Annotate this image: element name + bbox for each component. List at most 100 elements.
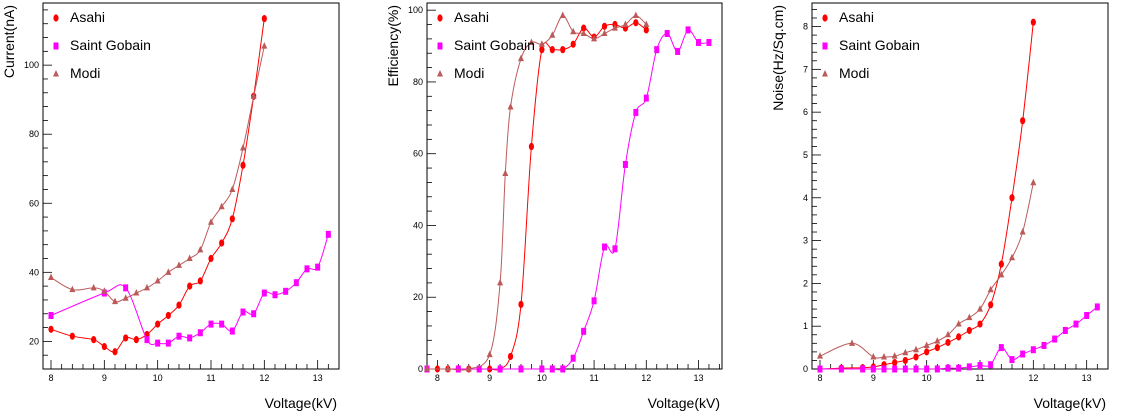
data-point-modi (122, 294, 129, 301)
data-point-modi (881, 353, 887, 360)
y-axis-label: Current(nA) (1, 5, 17, 78)
y-axis-label: Efficiency(%) (385, 5, 401, 86)
data-point-saint-gobain (643, 94, 649, 102)
legend-marker-modi (437, 70, 443, 77)
data-point-modi (229, 185, 236, 192)
data-point-saint-gobain (706, 38, 712, 46)
y-tick-label: 6 (803, 107, 808, 117)
data-point-saint-gobain (1030, 346, 1036, 354)
data-point-saint-gobain (581, 327, 587, 335)
y-tick-label: 60 (29, 198, 39, 208)
legend: Asahi Saint Gobain Modi (822, 9, 920, 81)
legend: Asahi Saint Gobain Modi (437, 9, 535, 81)
data-point-modi (502, 169, 509, 176)
data-point-modi (913, 345, 919, 353)
legend-label-modi: Modi (454, 65, 484, 81)
data-point-saint-gobain (1062, 326, 1068, 334)
data-point-asahi (176, 301, 182, 309)
x-tick-label: 8 (48, 373, 53, 383)
y-tick-label: 100 (408, 5, 423, 15)
legend-marker-asahi (822, 14, 828, 22)
data-point-modi (144, 283, 150, 291)
data-point-asahi (1020, 117, 1026, 125)
data-point-modi (112, 297, 118, 305)
data-point-modi (891, 352, 898, 359)
series-line-saint-gobain (427, 29, 709, 371)
data-point-asahi (208, 254, 214, 263)
data-point-asahi (998, 260, 1004, 268)
data-point-modi (945, 330, 951, 338)
data-point-asahi (528, 142, 535, 151)
y-tick-label: 20 (413, 292, 423, 302)
x-tick-label: 9 (102, 373, 107, 383)
data-point-modi (966, 313, 973, 321)
data-point-saint-gobain (998, 344, 1004, 352)
data-point-asahi (539, 46, 545, 54)
data-point-saint-gobain (539, 365, 545, 373)
y-tick-label: 60 (413, 149, 423, 159)
series-modi (817, 178, 1037, 360)
data-point-modi (48, 273, 54, 280)
data-point-modi (208, 218, 214, 225)
y-tick-label: 80 (413, 77, 423, 87)
data-point-asahi (91, 336, 97, 344)
data-point-saint-gobain (1052, 335, 1058, 343)
data-point-modi (69, 285, 76, 293)
x-tick-label: 9 (871, 373, 876, 383)
data-point-modi (580, 29, 587, 36)
legend-label-saint-gobain: Saint Gobain (70, 37, 151, 53)
x-axis-label: Voltage(kV) (1034, 395, 1106, 411)
data-point-asahi (518, 300, 524, 309)
data-point-asahi (101, 342, 107, 351)
data-point-saint-gobain (1020, 350, 1026, 358)
data-point-saint-gobain (560, 365, 566, 373)
y-tick-label: 0 (803, 364, 808, 374)
data-point-saint-gobain (293, 279, 299, 287)
data-point-asahi (581, 24, 587, 32)
data-point-modi (133, 289, 140, 296)
x-tick-label: 13 (693, 373, 703, 383)
data-point-modi (197, 245, 204, 253)
data-point-modi (817, 352, 823, 359)
data-point-saint-gobain (1084, 311, 1090, 319)
data-point-asahi (924, 348, 930, 356)
data-point-saint-gobain (315, 263, 321, 271)
series-saint-gobain (48, 230, 331, 347)
data-point-asahi (240, 161, 246, 169)
data-point-modi (250, 92, 257, 99)
x-tick-label: 13 (313, 373, 323, 383)
series-modi (48, 42, 268, 305)
data-point-saint-gobain (518, 365, 524, 373)
data-point-asahi (633, 19, 639, 27)
data-point-modi (154, 276, 161, 284)
legend-label-saint-gobain: Saint Gobain (454, 37, 535, 53)
y-tick-label: 0 (418, 364, 423, 374)
data-point-saint-gobain (838, 365, 844, 373)
data-point-modi (559, 11, 566, 19)
data-point-modi (632, 11, 639, 19)
data-point-modi (849, 339, 855, 346)
data-point-asahi (549, 46, 555, 54)
x-tick-label: 12 (641, 373, 651, 383)
y-tick-label: 40 (29, 267, 39, 277)
y-tick-label: 7 (803, 64, 808, 74)
data-point-saint-gobain (881, 365, 887, 373)
data-point-asahi (219, 239, 225, 247)
data-point-saint-gobain (924, 365, 930, 373)
data-point-saint-gobain (229, 327, 235, 335)
data-point-asahi (934, 343, 940, 352)
data-point-saint-gobain (240, 308, 246, 316)
x-axis-label: Voltage(kV) (265, 395, 337, 411)
legend-marker-saint-gobain (822, 42, 828, 50)
data-point-saint-gobain (817, 365, 823, 373)
legend-marker-saint-gobain (53, 42, 59, 50)
data-point-asahi (902, 356, 908, 365)
data-point-asahi (892, 358, 898, 367)
data-point-modi (902, 348, 909, 356)
data-point-asahi (261, 14, 267, 23)
data-point-saint-gobain (219, 320, 225, 328)
data-point-asahi (48, 325, 54, 333)
data-point-modi (601, 29, 608, 36)
y-tick-label: 40 (413, 220, 423, 230)
